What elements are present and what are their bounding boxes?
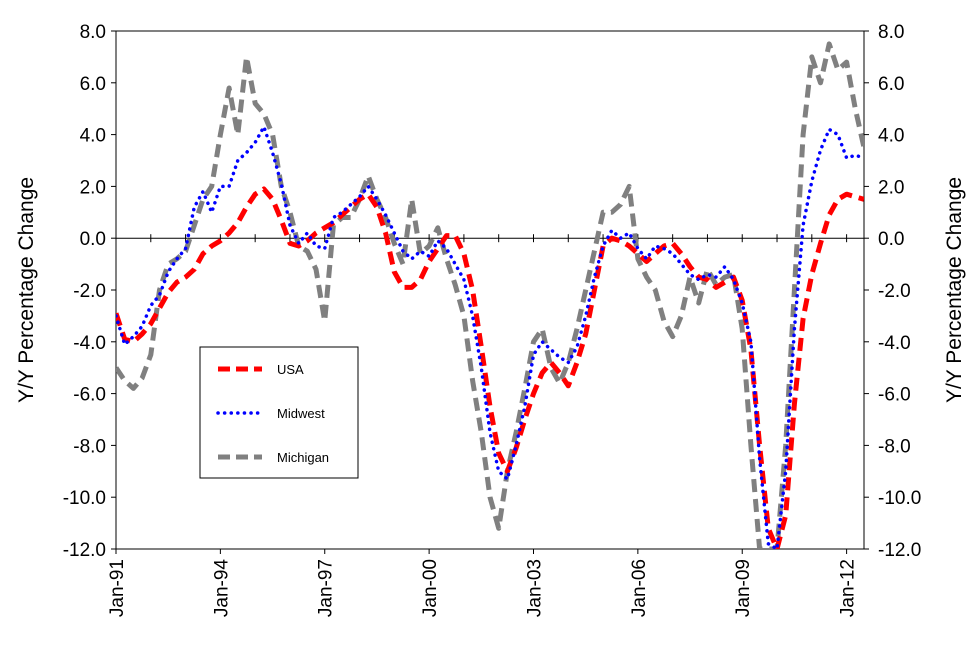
y-tick-label-right: -12.0 <box>878 540 921 561</box>
y-tick-label-left: -12.0 <box>63 540 106 561</box>
series-line-usa <box>116 186 864 549</box>
x-axis: Jan-91 Jan-94 Jan-97 Jan-00 Jan-03 Jan-06 Jan-… <box>107 549 859 617</box>
y-axis-title-left: Y/Y Percentage Change <box>15 177 38 403</box>
series-layer <box>116 41 864 549</box>
y-tick-label-right: 6.0 <box>878 74 904 95</box>
y-tick-label-left: 8.0 <box>80 22 106 43</box>
x-tick-label: Jan-06 <box>629 559 650 617</box>
y-tick-label-right: -4.0 <box>878 333 911 354</box>
x-tick-label: Jan-97 <box>316 559 337 617</box>
series-line-midwest <box>116 125 864 549</box>
x-tick-label: Jan-91 <box>107 559 128 617</box>
y-tick-label-right: -10.0 <box>878 488 921 509</box>
y-tick-label-right: -8.0 <box>878 436 911 457</box>
x-tick-label: Jan-00 <box>420 559 441 617</box>
y-tick-label-left: -2.0 <box>73 281 106 302</box>
right-y-axis: 8.0 6.0 4.0 2.0 0.0 -2.0 -4.0 -6.0 -8.0 -10.0 -12.… <box>864 22 921 561</box>
y-tick-label-right: -2.0 <box>878 281 911 302</box>
series-line-michigan <box>116 41 864 549</box>
y-tick-label-right: 2.0 <box>878 177 904 198</box>
left-y-axis: 8.0 6.0 4.0 2.0 0.0 -2.0 -4.0 -6.0 -8.0 -10.0 -12.… <box>63 22 116 561</box>
y-axis-title-right: Y/Y Percentage Change <box>943 177 966 403</box>
legend: USA Midwest Michigan <box>199 346 359 479</box>
y-tick-label-left: -6.0 <box>73 385 106 406</box>
y-tick-label-left: -8.0 <box>73 436 106 457</box>
x-tick-label: Jan-03 <box>524 559 545 617</box>
legend-label-midwest: Midwest <box>277 406 325 421</box>
legend-label-usa: USA <box>277 362 304 377</box>
y-tick-label-left: 2.0 <box>80 177 106 198</box>
y-tick-label-right: 0.0 <box>878 229 904 250</box>
y-tick-label-left: -10.0 <box>63 488 106 509</box>
y-tick-label-left: 6.0 <box>80 74 106 95</box>
y-tick-label-left: 4.0 <box>80 126 106 147</box>
y-tick-label-left: -4.0 <box>73 333 106 354</box>
legend-label-michigan: Michigan <box>277 450 329 465</box>
x-tick-label: Jan-94 <box>211 559 232 618</box>
y-tick-label-right: 4.0 <box>878 126 904 147</box>
x-tick-label: Jan-12 <box>838 559 859 617</box>
y-tick-label-right: -6.0 <box>878 385 911 406</box>
x-tick-label: Jan-09 <box>733 559 754 617</box>
y-tick-label-right: 8.0 <box>878 22 904 43</box>
y-tick-label-left: 0.0 <box>80 229 106 250</box>
